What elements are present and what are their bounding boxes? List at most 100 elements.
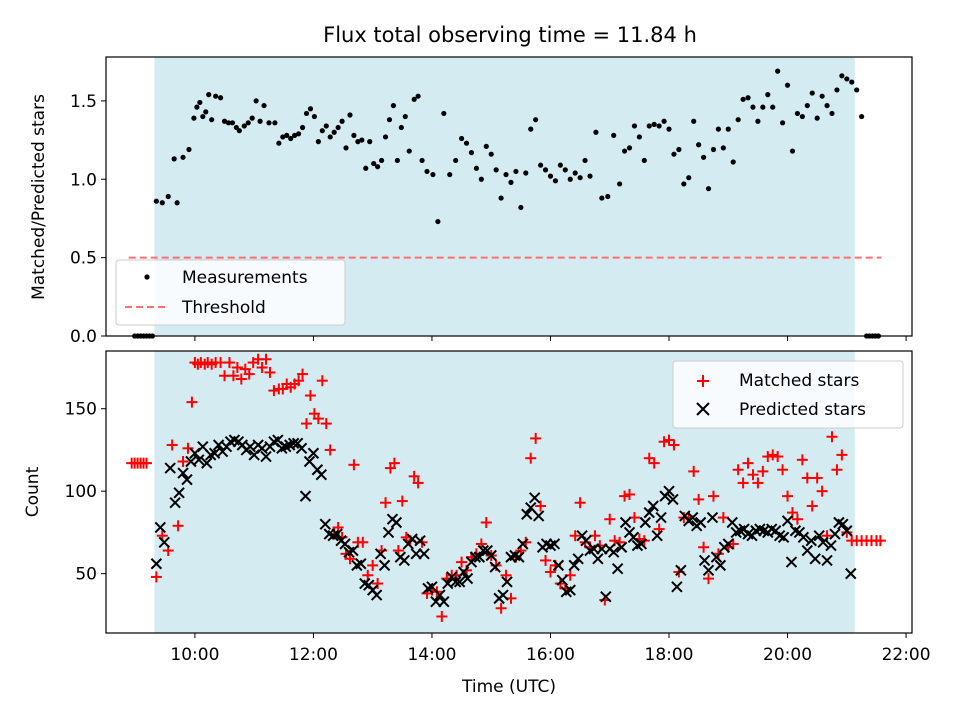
predicted-stars-point: [158, 536, 170, 549]
x-tick-label: 22:00: [882, 645, 931, 665]
matched-stars-point: [396, 495, 408, 507]
predicted-stars-point: [841, 525, 853, 537]
predicted-stars-point: [173, 487, 185, 499]
predicted-stars-point: [513, 551, 525, 563]
matched-stars-point: [836, 449, 848, 461]
measurement-point: [493, 167, 499, 173]
measurement-point: [611, 132, 617, 138]
predicted-stars-point: [457, 566, 470, 578]
ratio-axes-frame: [105, 56, 913, 337]
predicted-stars-point: [813, 529, 825, 542]
measurement-point: [587, 173, 593, 179]
matched-stars-point: [569, 530, 581, 542]
measurement-point: [794, 110, 801, 117]
matched-stars-point: [408, 470, 420, 482]
measurement-point: [276, 140, 282, 146]
matched-stars-point: [372, 578, 384, 590]
counts-y-tick-label: 50: [75, 565, 97, 585]
measurement-point: [463, 140, 470, 146]
matched-stars-point: [223, 357, 235, 369]
measurement-point: [735, 117, 741, 123]
measurement-point: [159, 200, 165, 206]
matched-stars-point: [535, 500, 547, 512]
measurement-point: [284, 132, 290, 138]
measurement-point: [174, 200, 180, 206]
predicted-stars-point: [315, 468, 328, 481]
legend-marker-matched: [697, 375, 709, 387]
x-axis-label: Time (UTC): [461, 677, 556, 697]
x-tick-label: 10:00: [170, 645, 219, 665]
matched-stars-point: [757, 465, 769, 477]
x-tick-label: 18:00: [645, 645, 694, 665]
measurement-point: [180, 154, 186, 160]
matched-stars-point: [297, 368, 309, 380]
measurement-point: [547, 173, 554, 179]
measurement-point: [398, 124, 404, 131]
measurement-point: [447, 171, 453, 178]
predicted-stars-point: [418, 548, 430, 560]
measurement-point: [784, 82, 791, 88]
measurement-point: [331, 129, 337, 135]
measurement-point: [266, 120, 272, 126]
measurement-point: [849, 79, 855, 85]
measurement-point: [441, 110, 447, 117]
matched-stars-point: [227, 370, 239, 382]
predicted-stars-point: [805, 534, 817, 547]
predicted-stars-point: [374, 548, 387, 560]
matched-stars-point: [140, 457, 152, 469]
measurement-point: [339, 118, 345, 124]
predicted-stars-point: [485, 549, 497, 562]
matched-stars-point: [796, 454, 808, 466]
matched-stars-point: [747, 469, 759, 481]
measurement-point: [307, 106, 314, 112]
matched-stars-point: [256, 361, 268, 373]
matched-stars-point: [752, 477, 764, 489]
predicted-stars-point: [370, 589, 383, 601]
measurement-point: [599, 195, 605, 201]
measurement-point: [617, 181, 623, 187]
measurement-point: [473, 165, 480, 171]
measurement-point: [528, 126, 534, 132]
measurement-point: [760, 104, 766, 110]
matched-stars-point: [811, 472, 823, 484]
measurement-point: [676, 146, 682, 153]
predicted-stars-point: [817, 536, 829, 549]
matched-stars-point: [456, 556, 468, 568]
measurement-point: [203, 109, 209, 115]
measurement-point: [458, 135, 465, 142]
measurement-point: [775, 68, 781, 74]
legend-label-threshold: Threshold: [181, 298, 266, 318]
ratio-y-ticks: 0.0 0.5 1.0 1.5: [70, 92, 106, 347]
predicted-stars-point: [607, 546, 620, 558]
matched-stars-point: [777, 464, 789, 476]
predicted-stars-point: [552, 559, 565, 572]
measurement-point: [498, 195, 504, 201]
matched-stars-point: [367, 559, 379, 571]
x-tick-label: 16:00: [526, 645, 575, 665]
matched-stars-point: [643, 452, 655, 464]
predicted-stars-point: [600, 591, 612, 603]
measurement-point: [804, 102, 810, 109]
predicted-stars-point: [532, 510, 545, 522]
measurement-point: [681, 181, 687, 187]
matched-stars-point: [324, 444, 336, 456]
matched-stars-point: [693, 493, 705, 505]
measurement-point: [696, 142, 702, 148]
predicted-stars-point: [647, 500, 659, 512]
matched-stars-point: [357, 536, 369, 548]
measurement-point: [171, 156, 177, 162]
matched-stars-point: [316, 375, 328, 387]
predicted-stars-point: [347, 544, 359, 557]
predicted-stars-point: [556, 574, 569, 586]
matched-stars-point: [707, 490, 719, 502]
measurement-point: [725, 126, 731, 132]
measurement-point: [303, 110, 310, 117]
matched-stars-point: [235, 373, 247, 385]
measurement-point: [740, 96, 746, 102]
predicted-stars-point: [181, 473, 193, 486]
counts-y-axis-label: Count: [23, 466, 43, 517]
predicted-stars-point: [698, 554, 711, 567]
measurement-point: [661, 118, 667, 124]
measurement-point: [363, 165, 369, 171]
